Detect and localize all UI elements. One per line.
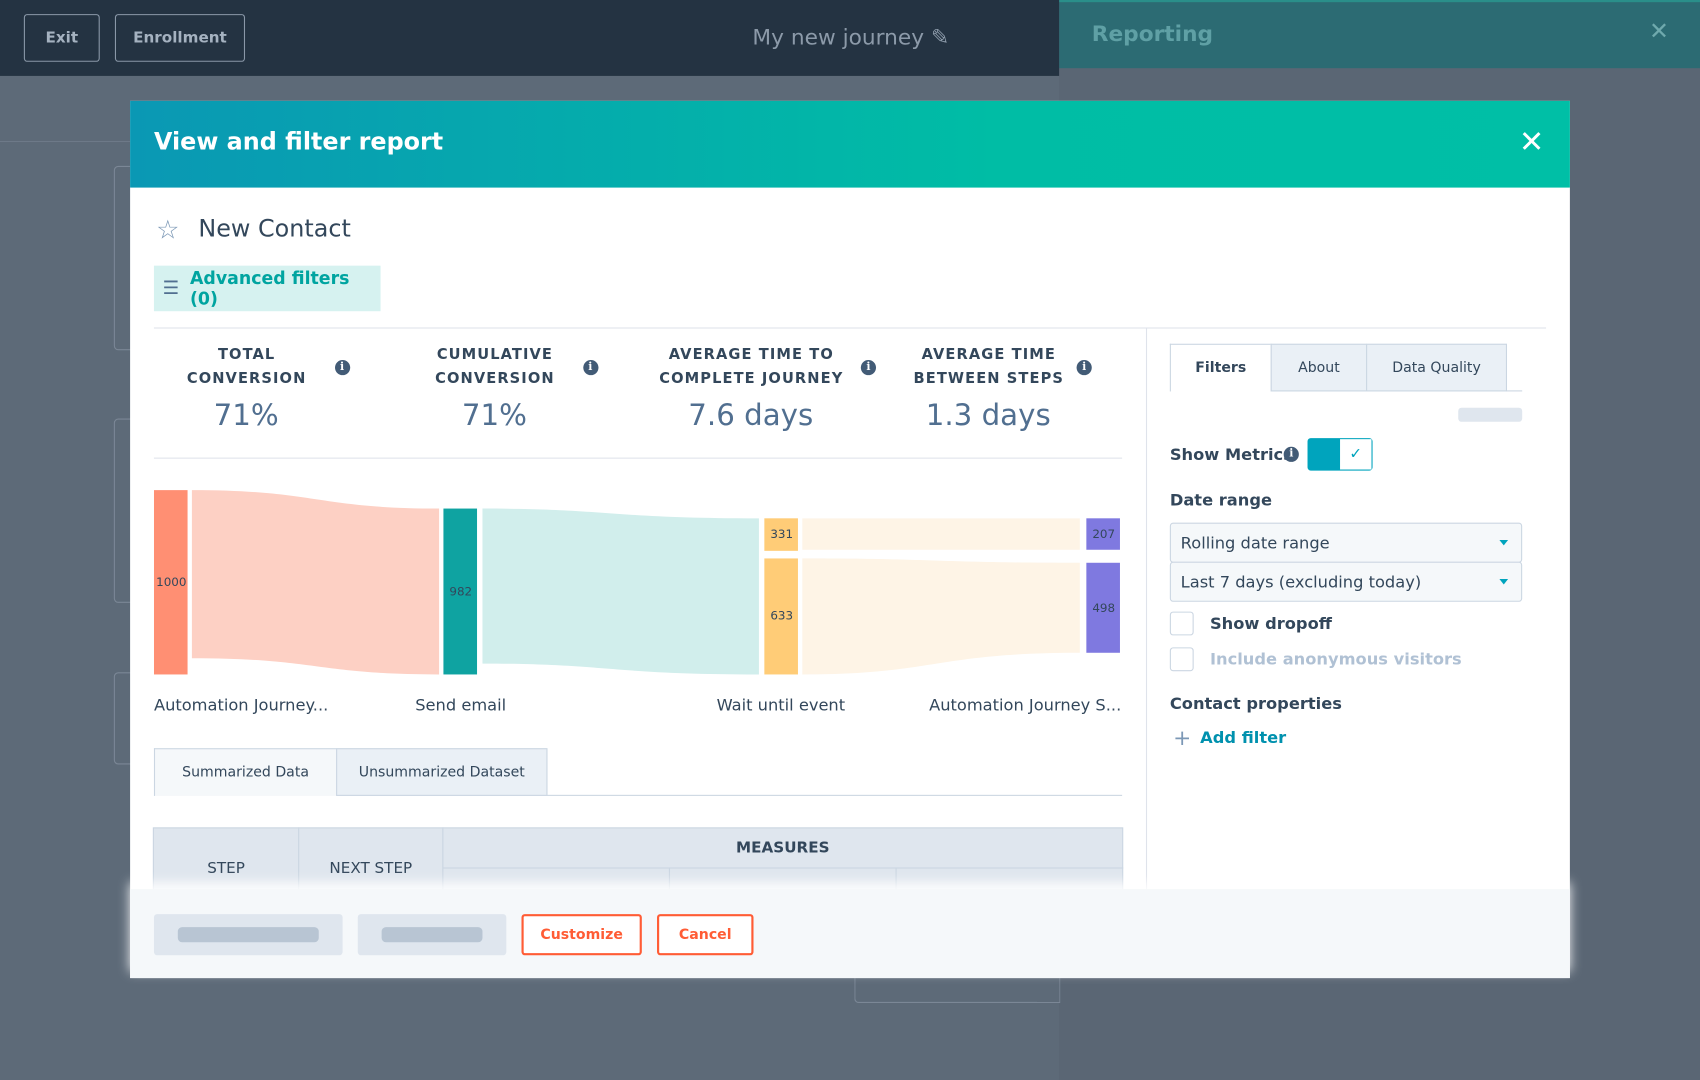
show-metrics-label: Show Metrics [1169,444,1293,465]
show-dropoff-label: Show dropoff [1209,613,1332,634]
divider [1145,327,1148,892]
metric-label: AVERAGE TIME TO COMPLETE JOURNEY [659,345,844,388]
show-metrics-toggle[interactable]: ✓ [1307,438,1373,471]
metric-label: AVERAGE TIME BETWEEN STEPS [913,345,1065,388]
about-tab[interactable]: About [1270,343,1368,392]
modal-header [130,100,1570,188]
divider [153,327,1547,329]
advanced-filters-button[interactable]: ☰ Advanced filters (0) [153,265,381,312]
cancel-button[interactable]: Cancel [657,914,754,956]
select-value: Last 7 days (excluding today) [1180,571,1422,592]
node [764,518,798,551]
step-label: Automation Journey... [154,695,328,714]
enrollment-button[interactable]: Enrollment [114,14,246,62]
metric-label: TOTAL CONVERSION [186,345,307,388]
metric-value: 71% [213,399,279,433]
placeholder [177,927,319,943]
flow [191,490,440,675]
placeholder [1458,407,1523,422]
node-value: 498 [1092,601,1115,615]
node-value: 207 [1092,527,1115,541]
unsummarized-tab[interactable]: Unsummarized Dataset [336,748,548,796]
node-value: 1000 [156,575,186,589]
date-range-label: Date range [1169,490,1273,510]
flow [482,508,759,675]
node-value: 331 [770,527,793,541]
exit-button[interactable]: Exit [23,14,100,62]
disabled-button[interactable] [153,914,343,956]
advanced-filters-label: Advanced filters (0) [190,267,350,310]
divider [547,794,1123,796]
toggle-knob: ✓ [1340,439,1372,470]
plus-icon: + [1173,724,1192,751]
info-icon[interactable]: i [334,360,350,376]
node [1086,518,1120,550]
info-icon[interactable]: i [1076,360,1092,376]
metric-value: 1.3 days [925,399,1051,433]
disabled-button[interactable] [357,914,507,956]
customize-button[interactable]: Customize [521,914,642,956]
info-icon[interactable]: i [582,360,598,376]
favorite-star[interactable]: ☆ [156,214,180,246]
node [153,490,188,675]
node [764,558,798,675]
step-label: Automation Journey S... [929,695,1121,714]
flow [802,518,1080,550]
reporting-panel-header [1059,0,1700,69]
modal-title: View and filter report [153,129,444,157]
include-anonymous-checkbox[interactable] [1169,647,1194,672]
report-name: New Contact [198,215,351,243]
add-filter-link[interactable]: Add filter [1200,727,1287,748]
caret [1499,540,1509,546]
caret [1499,579,1509,585]
placeholder [381,927,483,943]
sankey: 1000 982 331 633 207 498 Automation Jour… [153,490,1121,714]
contact-properties-label: Contact properties [1169,693,1342,714]
metric-label: CUMULATIVE CONVERSION [435,345,555,388]
node-value: 982 [449,585,472,599]
date-range-select[interactable]: Rolling date range [1169,522,1523,563]
table-header: MEASURES [442,827,1124,869]
select-value: Rolling date range [1180,532,1330,553]
step-label: Wait until event [717,695,845,714]
reporting-title: Reporting [1091,20,1214,47]
info-icon[interactable]: i [860,360,877,376]
node [1086,562,1120,653]
top-bar [0,0,1060,76]
bg-card [854,954,1061,1004]
show-dropoff-checkbox[interactable] [1169,611,1194,636]
info-icon[interactable]: i [1283,446,1299,462]
data-quality-tab[interactable]: Data Quality [1366,343,1508,392]
flow [802,558,1080,675]
modal-close[interactable]: ✕ [1518,123,1545,160]
divider [153,457,1123,459]
filter-icon: ☰ [162,277,180,300]
reporting-close[interactable]: ✕ [1649,18,1670,46]
step-label: Send email [415,695,506,714]
date-period-select[interactable]: Last 7 days (excluding today) [1169,561,1523,602]
node-value: 633 [770,608,793,622]
modal-footer [130,889,1570,979]
include-anonymous-label: Include anonymous visitors [1209,649,1462,670]
divider [1505,390,1523,392]
filters-tab[interactable]: Filters [1169,343,1272,392]
metric-value: 7.6 days [688,399,814,433]
node [443,508,478,675]
journey-title[interactable]: My new journey ✎ [752,23,950,50]
metric-value: 71% [461,399,527,433]
journey-title-text: My new journey [752,23,925,50]
summarized-tab[interactable]: Summarized Data [153,748,338,796]
